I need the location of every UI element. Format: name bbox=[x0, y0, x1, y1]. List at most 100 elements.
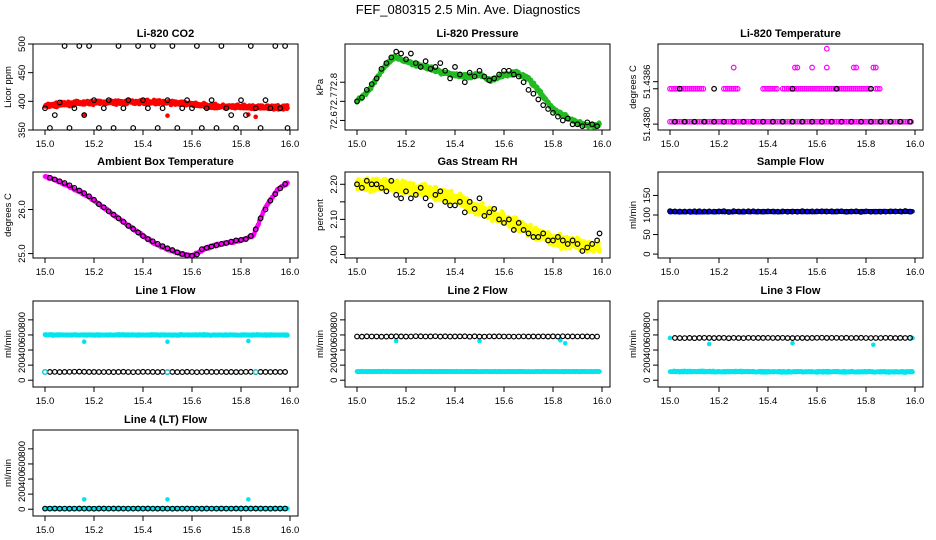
data-point bbox=[579, 123, 586, 130]
data-point bbox=[233, 369, 240, 375]
plot-frame bbox=[32, 171, 299, 259]
data-point bbox=[836, 85, 843, 92]
data-point bbox=[694, 118, 701, 125]
data-point bbox=[696, 85, 703, 92]
data-point bbox=[779, 85, 786, 92]
data-point bbox=[481, 333, 488, 340]
data-point bbox=[51, 368, 58, 375]
data-point bbox=[452, 333, 458, 340]
data-point bbox=[801, 85, 808, 92]
series-high-res bbox=[42, 174, 290, 259]
data-point bbox=[555, 113, 561, 120]
data-point bbox=[718, 118, 724, 125]
data-point bbox=[125, 97, 132, 104]
data-point bbox=[383, 188, 390, 195]
x-tick-label: 16.0 bbox=[281, 396, 300, 407]
data-point bbox=[432, 191, 439, 198]
data-point bbox=[242, 236, 249, 242]
data-point bbox=[378, 333, 385, 340]
panel-title: Sample Flow bbox=[757, 156, 825, 168]
data-point bbox=[247, 368, 254, 375]
x-tick-label: 15.2 bbox=[397, 396, 416, 407]
data-point bbox=[823, 64, 830, 71]
data-point bbox=[179, 105, 186, 112]
data-point bbox=[471, 333, 478, 340]
data-point bbox=[56, 369, 63, 375]
series-2-5-min-average bbox=[672, 85, 913, 125]
data-point bbox=[159, 243, 166, 249]
data-point bbox=[481, 212, 488, 219]
data-point bbox=[848, 118, 855, 125]
data-point bbox=[56, 178, 63, 185]
data-point bbox=[569, 237, 576, 244]
data-point bbox=[422, 58, 429, 65]
data-point bbox=[555, 234, 561, 240]
x-tick-label: 15.4 bbox=[759, 139, 778, 150]
x-tick-label: 16.0 bbox=[593, 396, 612, 407]
data-point bbox=[140, 233, 146, 239]
x-tick-label: 15.0 bbox=[661, 267, 680, 278]
data-point bbox=[870, 118, 877, 125]
data-point bbox=[722, 85, 729, 92]
data-point bbox=[378, 65, 385, 72]
data-point bbox=[252, 105, 259, 112]
data-point bbox=[815, 85, 821, 92]
data-point bbox=[437, 60, 444, 67]
data-point bbox=[388, 333, 395, 340]
data-point bbox=[824, 85, 831, 92]
data-point bbox=[550, 237, 556, 244]
series-high-res bbox=[667, 45, 914, 125]
data-point bbox=[223, 105, 230, 112]
data-point bbox=[807, 85, 814, 92]
data-point bbox=[135, 43, 142, 49]
data-point bbox=[223, 369, 230, 375]
data-point bbox=[71, 368, 78, 375]
data-point bbox=[584, 249, 589, 254]
data-point bbox=[481, 73, 488, 80]
data-point bbox=[870, 64, 877, 71]
data-point bbox=[799, 118, 806, 125]
data-point bbox=[734, 85, 741, 92]
data-point bbox=[91, 369, 97, 375]
y-tick-label: 100 bbox=[642, 207, 653, 223]
data-point bbox=[442, 333, 449, 340]
data-point bbox=[806, 118, 813, 125]
data-point bbox=[393, 191, 400, 198]
data-point bbox=[100, 369, 107, 375]
data-point bbox=[858, 118, 864, 125]
data-point bbox=[688, 85, 695, 92]
x-tick-label: 15.6 bbox=[183, 267, 202, 278]
x-tick-label: 15.4 bbox=[759, 267, 778, 278]
y-axis-label: degrees C bbox=[628, 65, 639, 109]
data-point bbox=[42, 369, 48, 375]
y-tick-label: 2.20 bbox=[329, 175, 340, 194]
data-point bbox=[149, 369, 156, 375]
data-point bbox=[164, 97, 171, 104]
plot-frame bbox=[344, 300, 611, 388]
data-point bbox=[284, 125, 291, 131]
data-point bbox=[115, 43, 122, 49]
panel-title: Li-820 Temperature bbox=[740, 28, 841, 40]
data-point bbox=[246, 338, 251, 344]
data-point bbox=[174, 249, 181, 256]
y-tick-label: 2.00 bbox=[329, 245, 340, 264]
data-point bbox=[262, 97, 269, 104]
data-point bbox=[737, 118, 744, 125]
data-point bbox=[727, 118, 734, 125]
data-point bbox=[198, 125, 205, 131]
data-point bbox=[71, 105, 78, 112]
data-point bbox=[218, 368, 225, 375]
data-point bbox=[105, 97, 112, 104]
data-point bbox=[811, 85, 817, 92]
data-point bbox=[789, 85, 796, 92]
data-point bbox=[368, 333, 375, 340]
y-tick-label: 400 bbox=[329, 342, 340, 358]
x-tick-label: 15.0 bbox=[348, 396, 367, 407]
data-point bbox=[100, 105, 107, 112]
data-point bbox=[897, 118, 904, 125]
data-point bbox=[154, 240, 161, 247]
